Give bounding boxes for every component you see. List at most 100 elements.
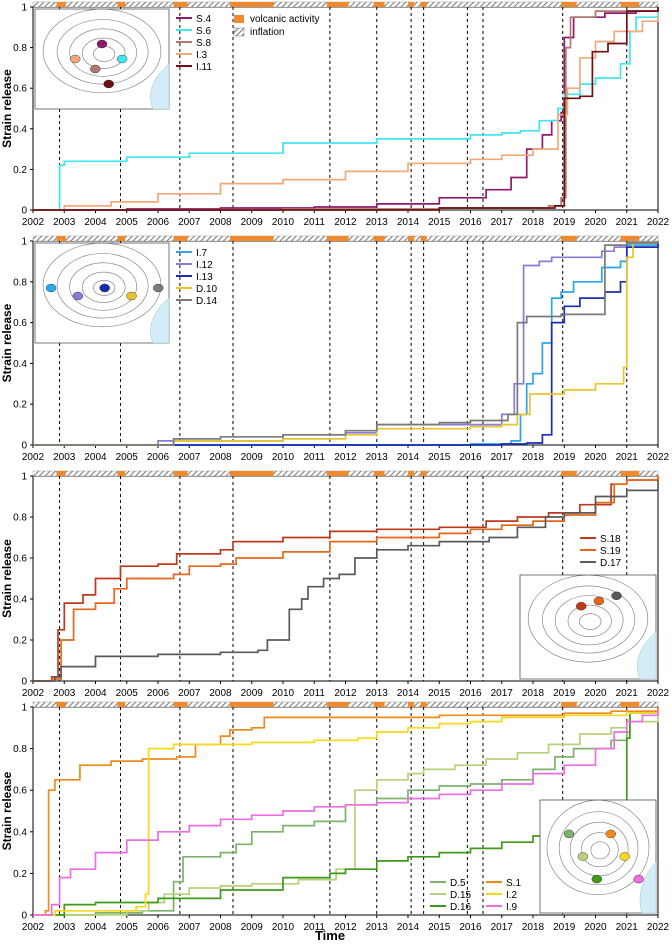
x-tick-label: 2017 bbox=[491, 922, 514, 933]
cluster-I-12 bbox=[72, 291, 84, 301]
legend-label-S-4: S.4 bbox=[196, 14, 211, 25]
x-tick-label: 2016 bbox=[459, 688, 482, 699]
series-group bbox=[33, 476, 659, 682]
map-frame bbox=[34, 242, 170, 344]
x-tick-label: 2011 bbox=[303, 452, 325, 463]
volcanic-activity-bar bbox=[173, 2, 188, 7]
x-tick-label: 2006 bbox=[147, 217, 170, 228]
map-frame bbox=[519, 574, 657, 680]
series-group bbox=[33, 707, 659, 916]
topo-contour bbox=[56, 19, 149, 85]
x-tick-label: 2021 bbox=[616, 922, 639, 933]
x-tick-label: 2015 bbox=[428, 217, 451, 228]
volcanic-activity-bar bbox=[326, 236, 349, 241]
y-tick-label: 0.4 bbox=[13, 124, 27, 135]
x-tick-label: 2005 bbox=[116, 217, 139, 228]
x-tick-label: 2021 bbox=[616, 217, 639, 228]
series-line-D-14 bbox=[33, 241, 659, 446]
y-tick-label: 0.4 bbox=[13, 359, 27, 370]
x-tick-label: 2008 bbox=[209, 922, 232, 933]
series-line-S-8 bbox=[33, 7, 659, 211]
x-tick-label: 2012 bbox=[334, 922, 357, 933]
series-line-I-13 bbox=[33, 241, 659, 446]
topo-contour bbox=[567, 604, 612, 638]
volcanic-activity-bar bbox=[229, 2, 274, 7]
legend-label-I-9: I.9 bbox=[506, 902, 518, 913]
topo-contour bbox=[546, 799, 650, 895]
x-tick-label: 2011 bbox=[303, 922, 325, 933]
legend-label-S-8: S.8 bbox=[196, 38, 211, 49]
cluster-D-10 bbox=[126, 291, 137, 301]
y-tick-label: 0.2 bbox=[13, 400, 27, 411]
series-group bbox=[33, 7, 659, 211]
volcanic-activity-bar bbox=[117, 236, 126, 241]
y-axis-title: Strain release bbox=[0, 69, 14, 148]
volcanic-activity-bar bbox=[56, 702, 66, 707]
volcanic-activity-bar bbox=[173, 236, 188, 241]
map-frame bbox=[539, 799, 657, 914]
panel-2: 2002 2003 2004 2005 2006 2007 2008 2009 2010 2011… bbox=[0, 235, 670, 463]
cluster-I-9 bbox=[633, 874, 644, 884]
topo-contour bbox=[558, 811, 639, 886]
legend-label-I-12: I.12 bbox=[196, 260, 213, 271]
volcanic-activity-bar bbox=[173, 471, 188, 476]
x-tick-label: 2006 bbox=[147, 688, 170, 699]
x-tick-label: 2014 bbox=[397, 688, 420, 699]
x-tick-label: 2015 bbox=[428, 688, 451, 699]
topo-contour bbox=[580, 832, 619, 868]
volcanic-activity-bar bbox=[408, 702, 415, 707]
legend-label-D-17: D.17 bbox=[600, 558, 622, 569]
x-tick-label: 2016 bbox=[459, 452, 482, 463]
y-axis-title: Strain release bbox=[0, 539, 14, 618]
x-tick-label: 2003 bbox=[53, 688, 76, 699]
x-tick-label: 2005 bbox=[116, 922, 139, 933]
legend: D.5D.15D.16 S.1I.2I.9 bbox=[430, 878, 521, 913]
volcanic-activity-bar bbox=[420, 236, 427, 241]
x-tick-label: 2002 bbox=[22, 922, 45, 933]
legend-label-S-6: S.6 bbox=[196, 26, 211, 37]
series-line-I-11 bbox=[33, 7, 659, 211]
y-tick-label: 0.6 bbox=[13, 84, 27, 95]
x-tick-label: 2014 bbox=[397, 217, 420, 228]
x-tick-label: 2015 bbox=[428, 452, 451, 463]
volcanic-key-label: volcanic activity bbox=[250, 14, 319, 25]
topo-contour bbox=[590, 841, 610, 860]
legend-label-I-13: I.13 bbox=[196, 272, 213, 283]
x-tick-label: 2018 bbox=[522, 688, 545, 699]
legend-label-I-7: I.7 bbox=[196, 248, 208, 259]
x-tick-label: 2002 bbox=[22, 217, 45, 228]
cluster-S-19 bbox=[593, 596, 605, 606]
volcanic-activity-bar bbox=[326, 702, 349, 707]
x-tick-label: 2013 bbox=[366, 452, 389, 463]
map-inset bbox=[519, 574, 657, 680]
map-frame bbox=[34, 8, 170, 110]
legend-label-I-11: I.11 bbox=[196, 62, 212, 73]
x-tick-label: 2022 bbox=[647, 452, 670, 463]
cluster-S-4 bbox=[96, 39, 108, 49]
panel-3: 2002 2003 2004 2005 2006 2007 2008 2009 2010 2011… bbox=[0, 470, 670, 699]
legend-label-I-3: I.3 bbox=[196, 50, 208, 61]
cluster-D-5 bbox=[563, 829, 575, 839]
panel-4: 2002 2003 2004 2005 2006 2007 2008 2009 2010 2011… bbox=[0, 701, 670, 933]
legend-label-D-14: D.14 bbox=[196, 296, 218, 307]
cluster-D-15 bbox=[577, 852, 589, 861]
x-tick-label: 2022 bbox=[647, 688, 670, 699]
x-tick-label: 2020 bbox=[584, 217, 607, 228]
volcanic-activity-bar bbox=[56, 471, 66, 476]
y-axis-title: Strain release bbox=[0, 771, 14, 850]
x-tick-label: 2017 bbox=[491, 217, 514, 228]
topo-contour bbox=[578, 613, 602, 630]
volcanic-activity-bar bbox=[561, 702, 577, 707]
volcanic-activity-bar bbox=[117, 471, 126, 476]
cluster-S-6 bbox=[116, 54, 128, 64]
volcanic-activity-bar bbox=[620, 702, 640, 707]
y-tick-label: 0.6 bbox=[13, 786, 27, 797]
volcanic-activity-bar bbox=[408, 2, 415, 7]
cluster-S-1 bbox=[605, 829, 616, 839]
volcanic-activity-bar bbox=[408, 236, 415, 241]
y-tick-label: 0.2 bbox=[13, 165, 27, 176]
volcanic-activity-bar bbox=[117, 702, 126, 707]
x-tick-label: 2011 bbox=[303, 217, 325, 228]
series-line-S-6 bbox=[33, 9, 659, 211]
